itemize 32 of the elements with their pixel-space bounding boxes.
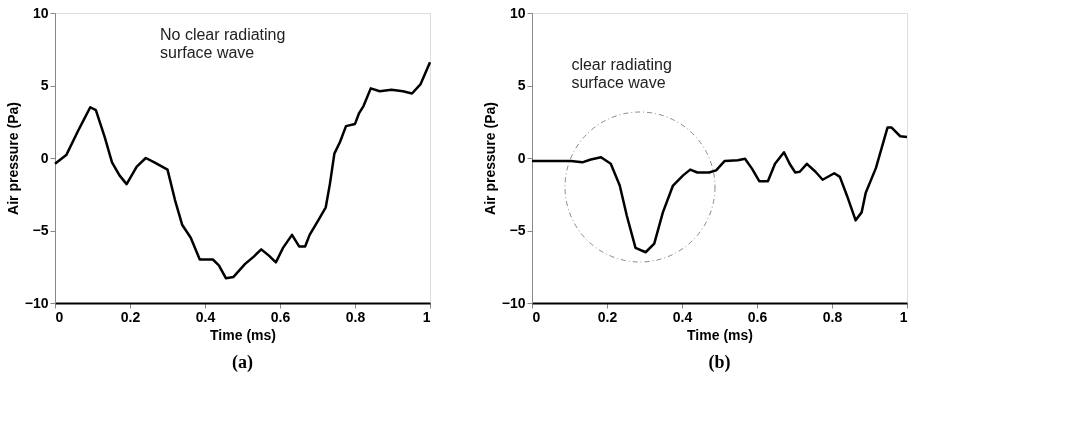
text: (b) bbox=[708, 352, 731, 373]
y-tick-label: −5 bbox=[32, 222, 49, 238]
x-tick-label: 0 bbox=[55, 308, 64, 325]
x-tick-label: 1 bbox=[899, 308, 908, 325]
y-tick-label: 5 bbox=[40, 77, 49, 93]
x-tick-label: 0.4 bbox=[195, 308, 216, 325]
y-tick-label: 0 bbox=[40, 149, 49, 166]
y-tick-label: −5 bbox=[509, 222, 526, 238]
annotation: clear radiating surface wave bbox=[571, 55, 672, 91]
y-tick-label: −10 bbox=[501, 294, 526, 311]
x-tick-label: 0.6 bbox=[747, 308, 768, 325]
x-tick-label: 0.8 bbox=[822, 308, 843, 325]
text: (a) bbox=[232, 352, 253, 373]
x-tick-label: 0.6 bbox=[270, 308, 291, 325]
x-tick-label: 0.8 bbox=[345, 308, 366, 325]
annotation: No clear radiating surface wave bbox=[160, 26, 286, 61]
x-tick-label: 0.2 bbox=[597, 308, 618, 325]
y-axis-title: Air pressure (Pa) bbox=[481, 102, 498, 215]
x-tick-label: 0.2 bbox=[120, 308, 141, 325]
y-tick-label: 10 bbox=[32, 4, 49, 21]
x-axis-title: Time (ms) bbox=[687, 326, 753, 343]
x-tick-label: 0.4 bbox=[672, 308, 693, 325]
y-tick-label: 5 bbox=[517, 77, 526, 93]
x-tick-label: 1 bbox=[422, 308, 431, 325]
y-tick-label: 10 bbox=[509, 4, 526, 21]
y-axis-title: Air pressure (Pa) bbox=[4, 102, 21, 215]
y-tick-label: −10 bbox=[24, 294, 49, 311]
x-axis-title: Time (ms) bbox=[210, 326, 276, 343]
y-tick-label: 0 bbox=[517, 149, 526, 166]
line-series bbox=[530, 126, 909, 254]
line-series bbox=[53, 61, 432, 280]
x-tick-label: 0 bbox=[532, 308, 541, 325]
